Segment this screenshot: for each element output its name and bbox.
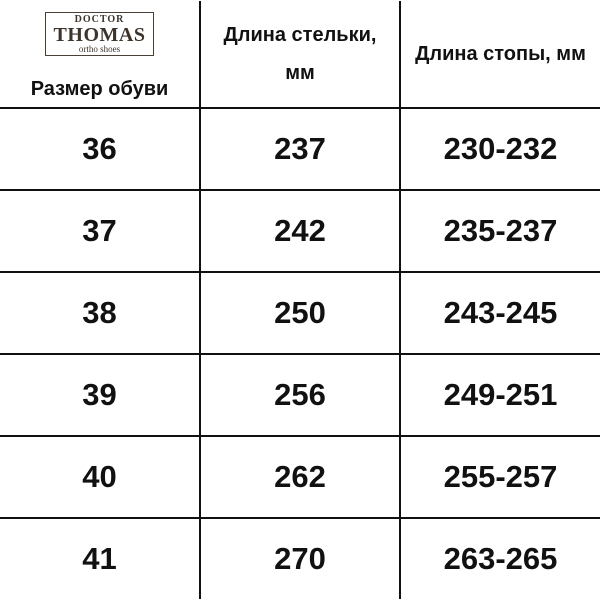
table-cell: 36 [0,107,201,192]
header-row: DOCTOR THOMAS ortho shoes Размер обуви Д… [0,1,600,110]
column-header: Размер обуви [30,77,169,100]
table-row: 38 250 243-245 [0,271,600,356]
table-cell: 243-245 [399,271,600,356]
logo: DOCTOR THOMAS ortho shoes [44,11,155,56]
table-row: 36 237 230-232 [0,107,600,192]
table-cell: 230-232 [399,107,600,192]
table-cell: 263-265 [399,517,600,599]
table-cell: 38 [0,271,201,356]
logo-tagline: ortho shoes [78,43,121,54]
table-cell: 262 [199,435,401,520]
table-row: 40 262 255-257 [0,435,600,520]
column-header: Длина стопы, мм [399,1,600,110]
table-cell: 37 [0,189,201,274]
table-cell: 242 [199,189,401,274]
table-row: 41 270 263-265 [0,517,600,599]
table-cell: 41 [0,517,201,599]
table-cell: 237 [199,107,401,192]
table-cell: 249-251 [399,353,600,438]
table-cell: 255-257 [399,435,600,520]
table-cell: 39 [0,353,201,438]
column-header: Длина стельки, мм [199,1,401,110]
logo-top: DOCTOR [74,13,125,25]
table-cell: 256 [199,353,401,438]
table-cell: 270 [199,517,401,599]
table-row: 37 242 235-237 [0,189,600,274]
table-cell: 235-237 [399,189,600,274]
header-cell: DOCTOR THOMAS ortho shoes Размер обуви [0,1,201,110]
table-row: 39 256 249-251 [0,353,600,438]
table-cell: 40 [0,435,201,520]
table-cell: 250 [199,271,401,356]
logo-name: THOMAS [53,23,146,46]
